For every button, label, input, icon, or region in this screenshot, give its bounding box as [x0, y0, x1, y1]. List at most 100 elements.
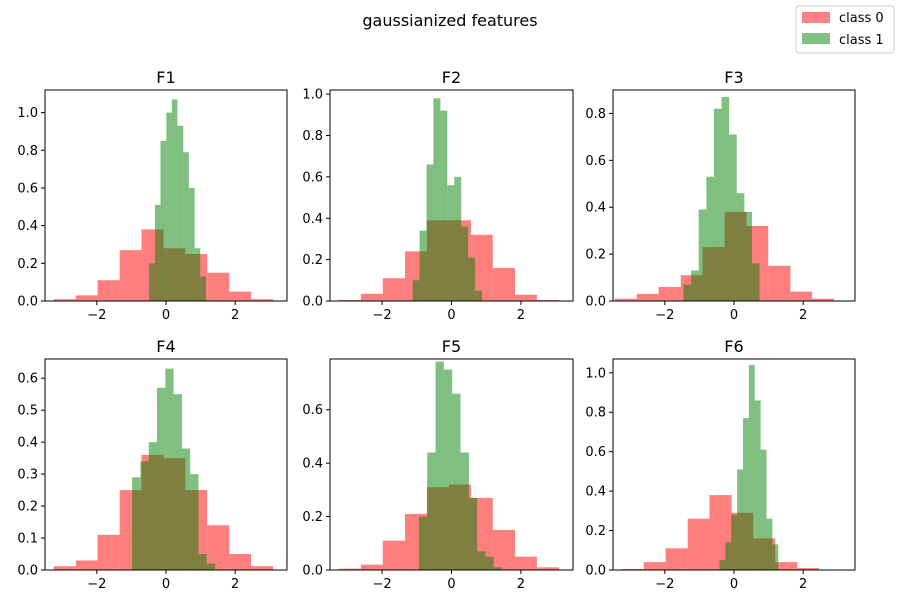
- histogram-bar: [536, 299, 560, 301]
- histogram-bar: [754, 400, 761, 570]
- histogram-bar: [149, 263, 155, 301]
- histogram-bar: [53, 299, 76, 301]
- histogram-bar: [132, 477, 141, 570]
- histogram-bar: [748, 364, 755, 570]
- histogram-bar: [454, 176, 462, 301]
- histogram-bar: [190, 474, 199, 570]
- histogram-bar: [166, 112, 172, 301]
- histogram-bar: [200, 276, 207, 301]
- histogram-bar: [338, 299, 361, 301]
- y-tick-label: 0.2: [302, 253, 323, 268]
- histogram-bar: [736, 193, 745, 301]
- y-tick-label: 0.0: [302, 295, 323, 310]
- y-tick-label: 0.6: [302, 403, 323, 418]
- subplot-title: F2: [442, 68, 461, 87]
- y-tick-label: 0.2: [17, 500, 38, 515]
- y-tick-label: 1.0: [17, 106, 38, 121]
- histogram-bar: [687, 518, 710, 570]
- histogram-bar: [160, 140, 167, 301]
- histogram-bar: [460, 452, 469, 570]
- y-tick-label: 0.1: [17, 532, 38, 547]
- legend-swatch-class-1: [802, 33, 830, 44]
- histogram-bar: [775, 562, 798, 570]
- histogram-bar: [206, 563, 216, 570]
- histogram-bar: [461, 226, 469, 301]
- histogram-bar: [165, 368, 174, 570]
- legend: class 0 class 1: [795, 5, 895, 54]
- histogram-bar: [536, 567, 560, 570]
- histogram-bar: [251, 299, 274, 301]
- histogram-bar: [658, 286, 681, 301]
- y-tick-label: 0.6: [585, 445, 606, 460]
- subplot-title: F3: [724, 68, 743, 87]
- x-tick-label: 0: [447, 308, 455, 323]
- subplot-f6: F6 −2 0 2 0.0 0.2 0.4 0.6 0.8 1.0: [585, 337, 856, 592]
- y-tick-label: 0.8: [585, 406, 606, 421]
- y-tick-label: 1.0: [585, 366, 606, 381]
- histogram-bar: [492, 529, 516, 570]
- y-tick-label: 0.6: [302, 170, 323, 185]
- y-tick-label: 0.6: [17, 372, 38, 387]
- histogram-bar: [440, 110, 448, 301]
- histogram-bar: [683, 284, 692, 301]
- histogram-bar: [475, 290, 483, 301]
- y-tick-label: 0.4: [17, 436, 38, 451]
- histogram-bar: [338, 568, 361, 570]
- legend-swatch-class-0: [802, 12, 830, 23]
- subplot-title: F6: [724, 337, 743, 356]
- histogram-bar: [492, 267, 516, 301]
- histogram-bar: [706, 176, 714, 301]
- histogram-bar: [426, 164, 434, 301]
- x-tick-label: 2: [231, 308, 239, 323]
- y-tick-label: 0.8: [302, 129, 323, 144]
- histogram-bar: [515, 556, 537, 570]
- histogram-bar: [229, 291, 252, 301]
- histogram-bar: [53, 566, 76, 570]
- x-tick-label: 2: [517, 577, 525, 592]
- histogram-bar: [665, 548, 688, 570]
- y-tick-label: 0.4: [17, 219, 38, 234]
- histogram-bar: [636, 293, 659, 301]
- histogram-bar: [382, 540, 405, 570]
- histogram-bar: [812, 298, 835, 301]
- histogram-bar: [614, 298, 637, 301]
- histogram-bar: [97, 534, 120, 570]
- histogram-bar: [477, 551, 486, 570]
- histogram-bar: [207, 272, 230, 301]
- subplot-f1: F1 −2 0 2 0.0 0.2 0.4 0.6 0.8 1.0: [17, 68, 288, 323]
- x-tick-label: −2: [655, 577, 674, 592]
- histogram-bar: [251, 566, 274, 570]
- histogram-bar: [154, 204, 161, 301]
- series-class-1: [683, 97, 760, 302]
- y-tick-label: 0.4: [302, 457, 323, 472]
- histogram-bar: [772, 544, 779, 570]
- y-tick-label: 0.4: [585, 485, 606, 500]
- y-tick-label: 0.8: [585, 107, 606, 122]
- x-tick-label: −2: [372, 308, 391, 323]
- histogram-bar: [443, 369, 453, 570]
- y-tick-label: 0.2: [585, 248, 606, 263]
- y-tick-label: 0.0: [302, 564, 323, 579]
- histogram-bar: [698, 209, 707, 301]
- subplot-title: F5: [442, 337, 461, 356]
- y-tick-label: 0.4: [302, 212, 323, 227]
- histogram-bar: [229, 554, 252, 570]
- histogram-bar: [485, 556, 494, 570]
- histogram-bar: [729, 134, 737, 301]
- x-tick-label: 0: [162, 577, 170, 592]
- x-tick-label: −2: [87, 308, 106, 323]
- x-tick-label: −2: [87, 577, 106, 592]
- histogram-bar: [790, 291, 813, 301]
- y-tick-label: 0.8: [17, 144, 38, 159]
- histogram-bar: [691, 270, 699, 301]
- histogram-bar: [188, 187, 195, 301]
- histogram-bar: [468, 497, 478, 570]
- histogram-bar: [194, 248, 201, 301]
- histogram-bar: [177, 125, 184, 301]
- x-tick-label: 0: [162, 308, 170, 323]
- histogram-bar: [171, 99, 178, 301]
- histogram-bar: [468, 257, 476, 301]
- series-class-1: [132, 368, 216, 570]
- y-tick-label: 0.0: [585, 295, 606, 310]
- histogram-bar: [419, 230, 427, 301]
